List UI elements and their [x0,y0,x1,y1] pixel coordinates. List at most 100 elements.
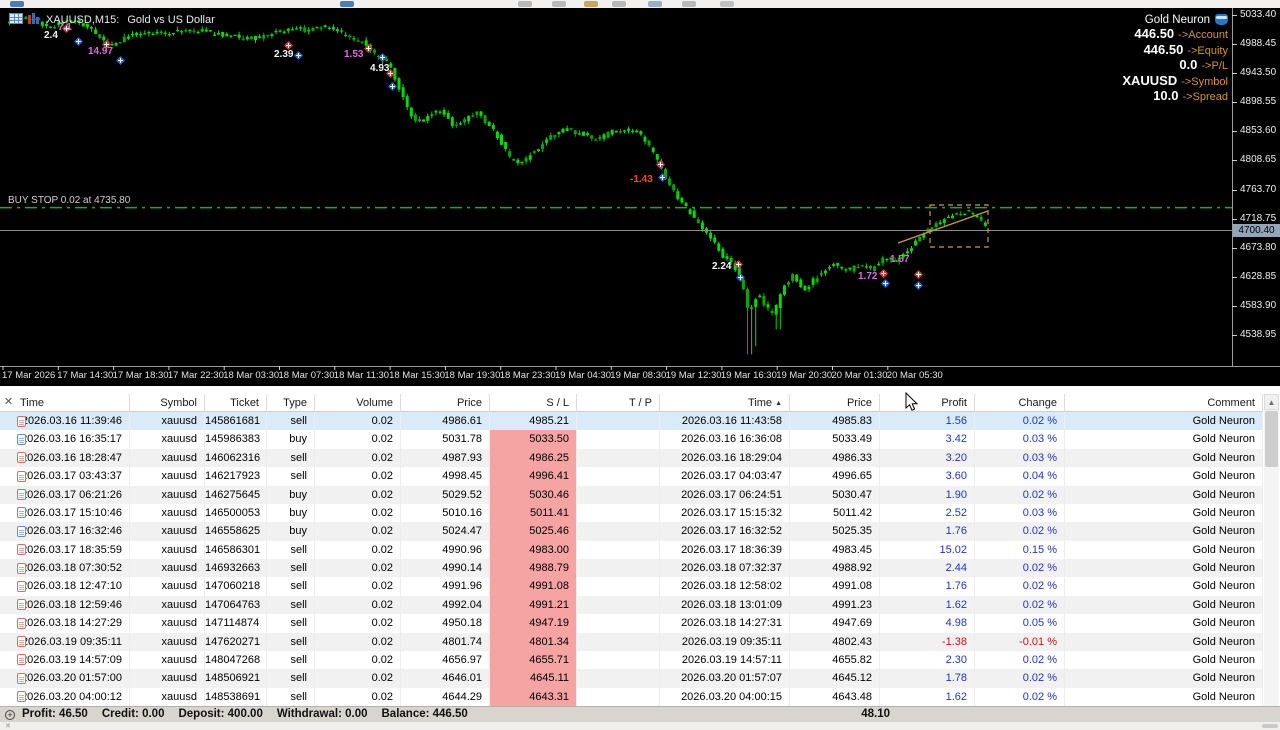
buy-trade-marker-icon [736,273,745,282]
toolbar-icon-fragment[interactable] [720,1,734,7]
ea-overlay-value: 0.0 [1179,57,1198,73]
sort-ascending-icon: ▲ [775,400,782,407]
table-row[interactable]: 2026.03.16 11:39:46 xauusd 145861681 sell 0.… [0,412,1263,431]
cell-change: 0.02 % [975,577,1065,596]
cell-close_price: 4643.48 [790,687,880,706]
column-header-price[interactable]: Price [401,394,490,412]
sell-order-icon [17,544,26,556]
cell-close_price: 5033.49 [790,430,880,449]
cell-comment: Gold Neuron [1065,430,1263,449]
ea-overlay-label: ->Account [1178,29,1228,42]
table-row[interactable]: 2026.03.16 18:28:47 xauusd 146062316 sell 0.… [0,448,1263,468]
toolbar-icon-fragment[interactable] [648,1,662,7]
corner-glyph-icon: ✕ [5,723,11,730]
column-header-close_price[interactable]: Price [790,394,880,412]
table-row[interactable]: 2026.03.18 12:47:10 xauusd 147060218 sell 0.… [0,577,1263,596]
cell-close_time: 2026.03.16 18:29:04 [660,448,790,468]
chart-description: Gold vs US Dollar [127,14,215,26]
cell-close_time: 2026.03.17 04:03:47 [660,467,790,486]
cell-tp [577,412,660,431]
time-axis-label: 20 Mar 05:30 [886,370,943,381]
column-header-tp[interactable]: T / P [577,394,660,412]
cell-change: 0.02 % [975,595,1065,615]
cell-change: 0.15 % [975,540,1065,559]
toolbar-icon-fragment[interactable] [340,1,354,7]
price-chart[interactable]: XAUUSD,M15: Gold vs US Dollar Gold Neuron… [0,8,1280,386]
table-row[interactable]: 2026.03.18 12:59:46 xauusd 147064763 sell 0.… [0,595,1263,615]
cell-sl: 4645.11 [490,669,577,688]
cell-close_price: 4645.12 [790,669,880,688]
cell-close_time: 2026.03.19 09:35:11 [660,632,790,651]
trade-profit-annotation: 1.72 [858,271,878,282]
cell-volume: 0.02 [315,614,401,633]
column-header-symbol[interactable]: Symbol [130,394,205,412]
depth-of-market-icon[interactable] [9,13,23,24]
column-header-profit[interactable]: Profit [880,394,975,412]
vertical-scrollbar[interactable]: ▲ [1264,394,1279,706]
cell-price: 4801.74 [401,632,490,651]
column-header-volume[interactable]: Volume [315,394,401,412]
cell-type: sell [267,412,315,431]
cell-symbol: xauusd [130,540,205,559]
expand-icon[interactable]: + [5,709,15,720]
cell-volume: 0.02 [315,522,401,541]
column-header-ticket[interactable]: Ticket [205,394,267,412]
table-row[interactable]: 2026.03.20 01:57:00 xauusd 148506921 sell 0.… [0,669,1263,688]
toolbar-icon-fragment[interactable] [518,1,532,7]
price-axis-tick [1232,276,1237,278]
toolbar-icon-fragment[interactable] [682,1,696,7]
cell-ticket: 147114874 [205,614,267,633]
column-header-close_time[interactable]: Time ▲ [660,394,790,412]
toolbar-icon-fragment[interactable] [584,1,598,7]
table-row[interactable]: 2026.03.20 04:00:12 xauusd 148538691 sell 0.… [0,687,1263,706]
table-row[interactable]: 2026.03.17 06:21:26 xauusd 146275645 buy 0.0… [0,485,1263,504]
sell-order-icon [17,415,26,427]
table-row[interactable]: 2026.03.19 14:57:09 xauusd 148047268 sell 0.… [0,650,1263,670]
column-header-open_time[interactable]: Time [0,394,130,412]
cell-close_price: 4655.82 [790,650,880,670]
cell-sl: 4991.08 [490,577,577,596]
cell-price: 4950.18 [401,614,490,633]
table-row[interactable]: 2026.03.17 15:10:46 xauusd 146500053 buy 0.0… [0,503,1263,523]
cell-profit: 1.62 [880,687,975,706]
cell-sl: 5025.46 [490,522,577,541]
cell-sl: 4988.79 [490,559,577,578]
table-row[interactable]: 2026.03.17 16:32:46 xauusd 146558625 buy 0.0… [0,522,1263,541]
cell-ticket: 148047268 [205,650,267,670]
close-panel-button[interactable]: ✕ [3,396,14,408]
cell-price: 4656.97 [401,650,490,670]
trade-profit-annotation: 1.57 [890,254,910,265]
toolbar-icon-fragment[interactable] [10,1,24,7]
cell-price: 4998.45 [401,467,490,486]
table-row[interactable]: 2026.03.16 16:35:17 xauusd 145986383 buy 0.0… [0,430,1263,449]
scroll-up-arrow[interactable]: ▲ [1264,394,1279,410]
column-header-comment[interactable]: Comment [1065,394,1263,412]
cell-tp [577,559,660,578]
toolbar-icon-fragment[interactable] [552,1,566,7]
current-price-tag: 4700.40 [1233,224,1280,238]
horizontal-scrollbar-thumb[interactable] [1262,724,1278,728]
column-header-change[interactable]: Change [975,394,1065,412]
column-header-type[interactable]: Type [267,394,315,412]
toolbar-icon-fragment[interactable] [612,1,626,7]
table-row[interactable]: 2026.03.17 18:35:59 xauusd 146586301 sell 0.… [0,540,1263,559]
cell-profit: -1.38 [880,632,975,651]
cell-tp [577,669,660,688]
cell-ticket: 148506921 [205,669,267,688]
chart-mode-icon[interactable] [28,13,42,24]
cell-profit: 1.76 [880,577,975,596]
column-header-sl[interactable]: S / L [490,394,577,412]
table-row[interactable]: 2026.03.17 03:43:37 xauusd 146217923 sell 0.… [0,467,1263,486]
price-axis-label: 4988.45 [1240,38,1277,50]
cell-comment: Gold Neuron [1065,467,1263,486]
cell-open_time: 2026.03.17 03:43:37 [0,467,130,486]
scrollbar-thumb[interactable] [1265,411,1278,467]
cell-profit: 1.56 [880,412,975,431]
cell-ticket: 146275645 [205,485,267,504]
cell-open_time: 2026.03.19 09:35:11 [0,632,130,651]
table-row[interactable]: 2026.03.18 14:27:29 xauusd 147114874 sell 0.… [0,614,1263,633]
table-row[interactable]: 2026.03.19 09:35:11 xauusd 147620271 sell 0.… [0,632,1263,651]
trade-profit-annotation: 2.4 [44,30,58,41]
table-row[interactable]: 2026.03.18 07:30:52 xauusd 146932663 sell 0.… [0,559,1263,578]
